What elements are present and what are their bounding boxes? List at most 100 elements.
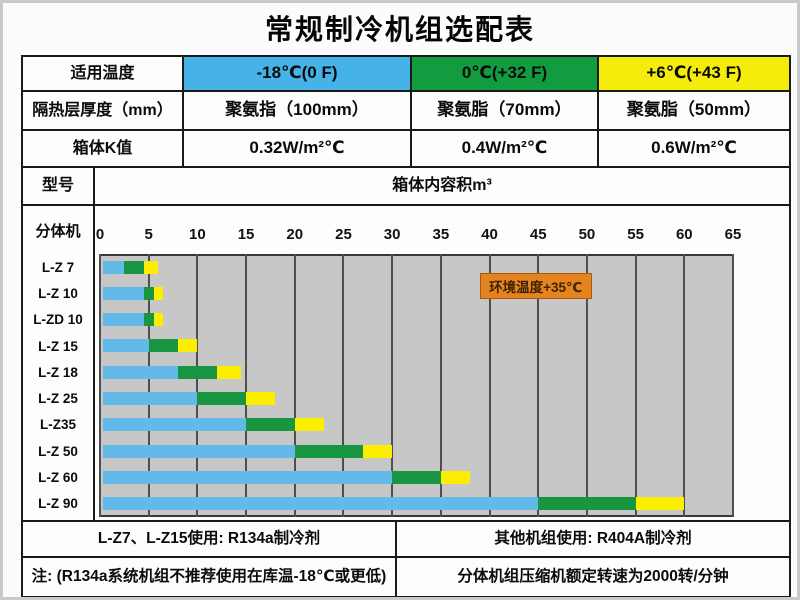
axis-tick-label: 0 — [95, 226, 105, 243]
stacked-bar — [103, 339, 198, 353]
gridline — [634, 254, 637, 517]
bar-segment-plus6 — [143, 260, 159, 274]
bar-segment-0c — [538, 497, 636, 511]
bar-segment-0c — [148, 339, 178, 353]
spec-cell: 0℃(+32 F) — [412, 57, 599, 92]
spec-cell: +6℃(+43 F) — [599, 57, 789, 92]
bar-segment-0c — [246, 418, 295, 432]
stacked-bar — [103, 470, 471, 484]
axis-tick-label: 5 — [144, 226, 153, 243]
model-label: L-Z 60 — [38, 470, 78, 486]
gridline — [245, 254, 248, 517]
model-label: L-Z 7 — [41, 259, 75, 275]
bar-segment-plus6 — [294, 418, 324, 432]
model-label: L-Z 18 — [38, 364, 78, 380]
bar-row — [100, 464, 733, 490]
selection-table: 适用温度 -18℃(0 F) 0℃(+32 F) +6℃(+43 F) 隔热层厚度（mm… — [21, 55, 791, 597]
bar-row — [100, 386, 733, 412]
ambient-temp-annotation: 环境温度+35℃ — [479, 273, 592, 299]
bar-segment-plus6 — [153, 313, 164, 327]
bar-segment-0c — [294, 444, 363, 458]
stacked-bar — [103, 497, 685, 511]
spec-cell: 0.4W/m²℃ — [412, 131, 599, 168]
footer-note-left: L-Z7、L-Z15使用: R134a制冷剂 — [23, 522, 397, 558]
model-header-label: 型号 — [23, 168, 95, 206]
bar-segment-0c — [197, 392, 247, 406]
spec-cell: 聚氨脂（50mm） — [599, 92, 789, 131]
model-label: L-Z 50 — [38, 443, 78, 459]
chart-plot-area: 0 5 10 15 20 25 30 35 40 45 50 55 60 65 环境温度+35℃ — [95, 206, 789, 520]
axis-tick-label: 30 — [383, 226, 401, 243]
gridline — [99, 254, 101, 517]
gridline — [683, 254, 686, 517]
bar-segment-minus18 — [103, 392, 198, 406]
footer-note-right: 其他机组使用: R404A制冷剂 — [397, 522, 789, 558]
spec-row-label: 适用温度 — [23, 57, 184, 92]
gridline — [293, 254, 296, 517]
axis-tick-label: 55 — [627, 226, 644, 243]
chart-section: 分体机 L-Z 7 L-Z 10 L-ZD 10 L-Z 15 L-Z 18 L-Z 25… — [23, 206, 789, 522]
volume-header-label: 箱体内容积m³ — [95, 168, 789, 206]
gridline — [391, 254, 394, 517]
spec-cell: 0.6W/m²℃ — [599, 131, 789, 168]
model-header-row: 型号 箱体内容积m³ — [23, 168, 789, 206]
axis-tick-label: 25 — [335, 226, 352, 243]
bar-row — [100, 359, 733, 385]
gridline — [342, 254, 345, 517]
axis-tick-label: 65 — [724, 226, 742, 243]
gridline — [439, 254, 442, 517]
bar-segment-plus6 — [216, 365, 242, 379]
bar-segment-minus18 — [103, 365, 178, 379]
gridline — [537, 254, 540, 517]
spec-row-label: 箱体K值 — [23, 131, 184, 168]
bar-row — [100, 280, 733, 306]
group-label: 分体机 — [35, 222, 81, 240]
axis-tick-label: 15 — [237, 226, 255, 243]
model-label: L-Z 25 — [38, 391, 78, 407]
chart-label-column: 分体机 L-Z 7 L-Z 10 L-ZD 10 L-Z 15 L-Z 18 L-Z 25… — [23, 206, 95, 520]
stacked-bar — [103, 365, 242, 379]
axis-tick-label: 50 — [578, 226, 596, 243]
model-label: L-Z35 — [39, 417, 76, 433]
bar-segment-minus18 — [103, 470, 393, 484]
model-label: L-ZD 10 — [33, 312, 83, 328]
bar-segment-0c — [177, 365, 217, 379]
stacked-bar — [103, 418, 324, 432]
axis-tick-label: 45 — [529, 226, 547, 243]
bar-row — [100, 307, 733, 333]
stacked-bar — [103, 313, 164, 327]
spec-row-label: 隔热层厚度（mm） — [23, 92, 184, 131]
bar-segment-plus6 — [153, 286, 164, 300]
gridline — [196, 254, 199, 517]
bar-row — [100, 412, 733, 438]
axis-tick-label: 10 — [189, 226, 206, 243]
bar-segment-plus6 — [177, 339, 198, 353]
bar-segment-plus6 — [362, 444, 393, 458]
bar-segment-plus6 — [246, 392, 276, 406]
gridline — [147, 254, 150, 517]
gridline — [488, 254, 491, 517]
bar-segment-minus18 — [103, 260, 125, 274]
spec-cell: 0.32W/m²℃ — [184, 131, 412, 168]
model-label: L-Z 90 — [38, 496, 78, 512]
stacked-bar — [103, 286, 164, 300]
gridline — [585, 254, 588, 517]
spec-grid: 适用温度 -18℃(0 F) 0℃(+32 F) +6℃(+43 F) 隔热层厚度（mm… — [23, 57, 789, 168]
bar-row — [100, 438, 733, 464]
stacked-bar — [103, 444, 393, 458]
axis-tick-label: 20 — [286, 226, 304, 243]
bar-segment-minus18 — [103, 313, 144, 327]
stacked-bar — [103, 392, 276, 406]
footer-notes: L-Z7、L-Z15使用: R134a制冷剂 其他机组使用: R404A制冷剂 注:… — [23, 522, 789, 596]
bar-segment-plus6 — [635, 497, 685, 511]
bar-segment-minus18 — [103, 418, 247, 432]
bar-segment-0c — [124, 260, 144, 274]
model-label: L-Z 15 — [38, 338, 78, 354]
page-title: 常规制冷机组选配表 — [264, 14, 535, 45]
axis-tick-label: 35 — [432, 226, 450, 243]
spec-cell: 聚氨指（100mm） — [184, 92, 412, 131]
bar-segment-minus18 — [103, 286, 144, 300]
gridline — [732, 254, 734, 517]
axis-tick-label: 60 — [675, 226, 693, 243]
bar-segment-minus18 — [103, 497, 539, 511]
